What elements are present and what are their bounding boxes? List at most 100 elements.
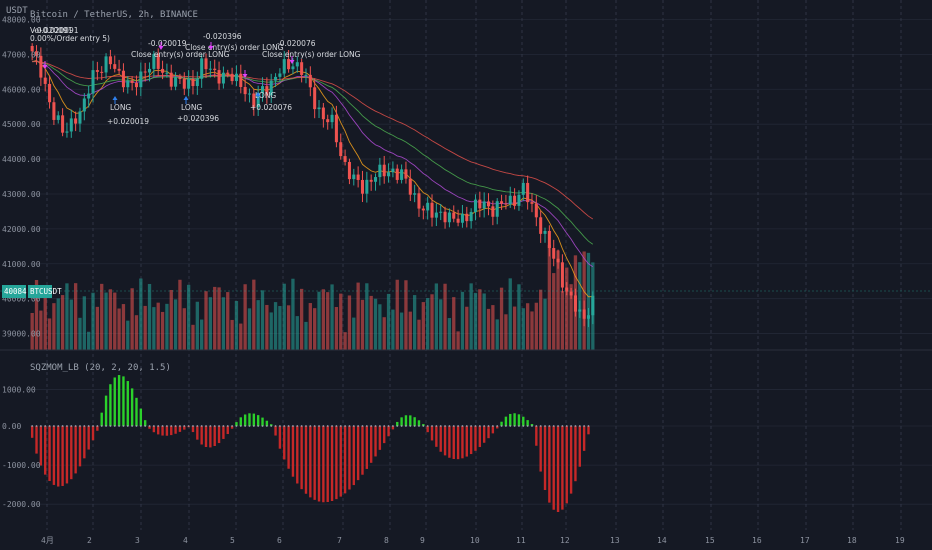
volume-bar [130,288,134,350]
candle-body [347,161,351,180]
squeeze-dot [322,425,325,427]
squeeze-dot [92,425,94,427]
squeeze-dot [539,425,542,427]
candle-body [291,66,295,70]
x-tick-label: 15 [705,536,715,545]
volume-bar [552,273,556,350]
volume-bar [47,318,52,350]
candle-body [560,262,564,288]
candle-body [456,218,460,223]
candle-body [39,55,43,78]
squeeze-dot [179,425,181,427]
volume-bar [417,319,421,350]
candle-body [239,73,243,88]
candle-body [269,80,273,96]
volume-bar [421,302,425,350]
squeeze-dot [139,425,142,427]
exit-arrow [42,65,48,69]
candle-body [108,56,112,65]
squeeze-dot [231,425,233,427]
symbol-title[interactable]: Bitcoin / TetherUS, 2h, BINANCE [30,10,198,20]
volume-bar [173,299,178,350]
candle-body [408,178,412,195]
squeeze-dot [287,425,290,427]
candle-body [143,71,147,73]
squeeze-dot [126,425,129,427]
candle-body [369,179,373,182]
squeeze-dot [339,425,342,427]
indicator-title[interactable]: SQZMOM_LB (20, 2, 20, 1.5) [30,363,171,373]
squeeze-dot [96,425,99,427]
price-candles[interactable] [30,43,595,328]
price-tick-label: 48000.00 [2,15,41,24]
candle-body [417,193,421,209]
candle-body [43,77,47,84]
volume-bar [108,289,113,350]
volume-bar [360,299,365,350]
exit-label: Close entry(s) order LONG [131,50,230,59]
volume-bar [391,309,395,350]
x-tick-label: 3 [135,536,140,545]
volume-bar [160,311,165,350]
volume-bar [530,311,534,350]
candle-body [360,179,365,194]
candle-body [69,118,73,132]
volume-bar [56,298,60,350]
squeeze-dot [478,425,481,427]
volume-bar [243,284,247,350]
price-tag-value-box [2,285,26,298]
x-tick-label: 14 [657,536,667,545]
volume-bar [356,282,360,350]
candle-body [504,203,508,205]
volume-bar [339,293,343,350]
candle-body [217,70,221,84]
candle-body [52,102,56,120]
exit-label: -0.020076 [277,39,316,48]
exit-arrow [208,46,214,50]
price-tag-value: 40084.23 [4,287,40,296]
x-tick-label: 16 [752,536,762,545]
candle-body [339,142,343,157]
candle-body [460,213,464,223]
x-tick-label: 18 [847,536,857,545]
volume-bar [69,299,73,350]
session-separators [46,0,902,530]
candle-body [330,114,334,123]
squeeze-dot [531,425,533,427]
candle-body [387,172,391,177]
volume-bar [382,317,386,350]
squeeze-dot [392,425,394,427]
price-tick-label: 39000.00 [2,330,41,339]
candle-body [208,68,212,70]
squeeze-dot [222,425,225,427]
candle-body [395,168,399,180]
volume-bar [317,291,321,350]
volume-bar [373,298,378,350]
volume-bar [87,331,91,350]
squeeze-dot [187,425,190,427]
candle-body [95,70,99,72]
entry-label: +0.020396 [177,114,219,123]
candle-body [195,78,199,87]
candle-body [130,80,134,83]
volume-bar [434,283,439,350]
squeeze-dot [583,425,586,427]
squeeze-dot [61,425,64,427]
candle-body [547,230,551,249]
candle-body [378,164,382,178]
candle-body [486,201,491,207]
strategy-legend[interactable]: 0.00%/Order entry 5) [30,34,110,43]
squeeze-dot [270,425,273,427]
candle-body [539,217,543,234]
entry-label: +0.020019 [107,117,149,126]
price-tick-label: 40000.00 [2,295,41,304]
squeeze-dot [505,425,507,427]
squeeze-dot [87,425,90,427]
squeeze-dot [161,425,164,427]
candle-body [200,58,204,79]
candle-body [152,54,156,69]
squeeze-dot [326,425,329,427]
squeeze-dot [257,425,260,427]
candle-body [530,202,534,204]
